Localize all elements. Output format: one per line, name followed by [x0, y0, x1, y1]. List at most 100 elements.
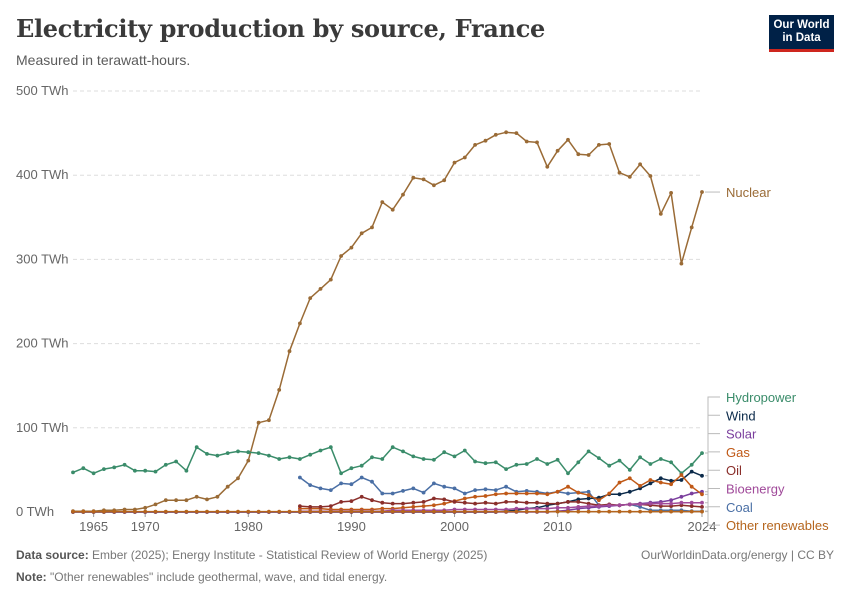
data-point: [143, 505, 148, 510]
data-point: [648, 174, 653, 178]
data-point: [648, 478, 653, 482]
data-point: [205, 509, 209, 514]
data-point: [669, 460, 673, 465]
data-point: [359, 231, 364, 236]
data-point: [566, 491, 570, 496]
data-point: [566, 500, 570, 504]
data-point: [638, 162, 642, 167]
data-point: [586, 496, 591, 501]
data-point: [669, 509, 673, 514]
data-point: [473, 501, 477, 506]
data-point: [586, 489, 591, 494]
owid-url[interactable]: OurWorldinData.org/energy | CC BY: [641, 548, 834, 562]
y-tick-label: 0 TWh: [16, 504, 54, 519]
data-point: [535, 491, 539, 496]
data-point: [71, 470, 75, 475]
data-point: [81, 509, 86, 514]
series-group: [71, 130, 704, 514]
owid-logo[interactable]: Our World in Data: [769, 15, 834, 52]
data-point: [432, 509, 436, 514]
data-point: [112, 465, 117, 470]
data-point: [555, 509, 560, 514]
data-point: [597, 456, 601, 460]
data-point: [545, 509, 550, 514]
data-point: [483, 461, 488, 466]
data-point: [349, 509, 354, 514]
data-point: [349, 466, 354, 471]
data-point: [380, 457, 385, 461]
data-point: [535, 140, 539, 145]
data-point: [370, 225, 374, 230]
data-point: [576, 460, 581, 465]
data-point: [194, 494, 199, 499]
data-point: [452, 454, 457, 459]
data-point: [638, 455, 642, 460]
logo-line-2: in Data: [782, 32, 821, 44]
data-point: [390, 501, 395, 506]
data-point: [648, 462, 653, 466]
data-point: [91, 509, 96, 514]
data-point: [524, 491, 529, 496]
data-point: [648, 501, 653, 506]
data-point: [194, 509, 199, 514]
x-tick-label: 1965: [79, 519, 108, 534]
data-point: [318, 509, 323, 514]
data-point: [483, 500, 488, 505]
data-point: [514, 462, 519, 467]
data-point: [122, 509, 127, 514]
data-point: [432, 481, 436, 486]
data-point: [669, 191, 673, 195]
data-point: [421, 509, 426, 514]
data-point: [586, 153, 591, 157]
data-point: [658, 212, 663, 216]
data-point: [277, 457, 282, 461]
data-point: [401, 449, 405, 454]
data-point: [483, 487, 488, 492]
data-point: [298, 321, 302, 326]
data-point: [586, 509, 591, 514]
data-point: [401, 489, 405, 493]
data-point: [359, 509, 364, 514]
data-point: [535, 509, 539, 514]
data-point: [689, 491, 694, 496]
series-oil: [298, 494, 704, 509]
data-point: [380, 500, 385, 505]
series-labels: Nuclear Hydropower Wind Solar Gas Oil Bioenerg…: [705, 185, 829, 533]
data-point: [163, 498, 168, 503]
data-point: [638, 484, 642, 488]
data-point: [359, 475, 364, 480]
data-point: [122, 462, 127, 467]
data-point: [669, 478, 673, 483]
data-point: [617, 170, 622, 175]
data-point: [153, 469, 158, 474]
data-point: [225, 451, 230, 455]
grid-lines: [73, 90, 702, 513]
data-point: [308, 505, 313, 509]
data-point: [524, 500, 529, 505]
data-point: [700, 505, 704, 509]
data-point: [370, 509, 374, 514]
data-point: [473, 509, 477, 514]
data-point: [493, 488, 498, 492]
data-point: [163, 462, 168, 467]
data-point: [617, 503, 622, 508]
data-point: [504, 500, 508, 504]
data-point: [689, 469, 694, 474]
data-point: [442, 484, 447, 489]
data-point: [462, 491, 467, 496]
series-label: Nuclear: [726, 185, 771, 200]
data-point: [298, 457, 302, 461]
data-point: [318, 287, 323, 291]
data-point: [555, 505, 560, 510]
data-source-text[interactable]: Ember (2025); Energy Institute - Statist…: [92, 548, 488, 562]
data-point: [349, 482, 354, 487]
data-point: [545, 506, 550, 511]
data-point: [421, 504, 426, 508]
data-point: [442, 501, 447, 506]
data-point: [689, 509, 694, 514]
data-point: [81, 466, 86, 471]
data-point: [493, 509, 498, 514]
data-point: [390, 207, 395, 212]
data-point: [432, 457, 436, 462]
series-hydropower: [71, 445, 704, 476]
